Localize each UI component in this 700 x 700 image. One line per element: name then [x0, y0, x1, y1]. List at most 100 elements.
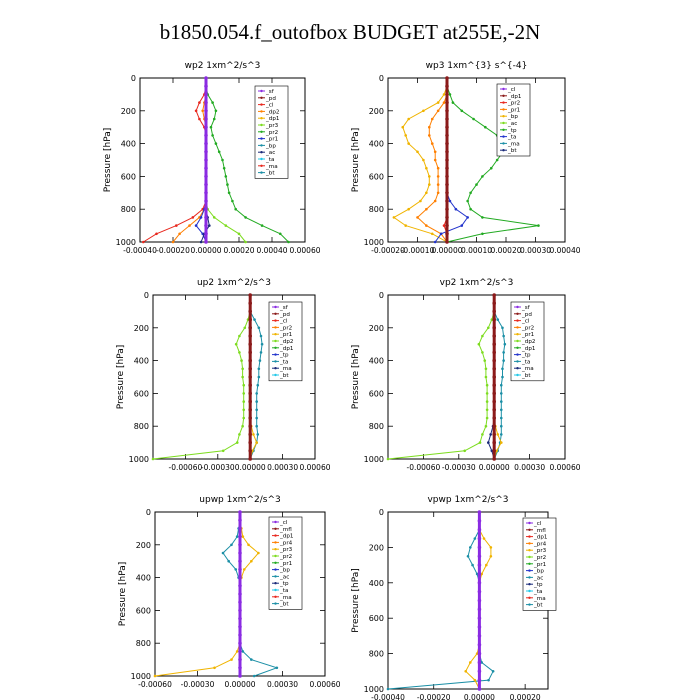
series-point [234, 568, 238, 571]
series-point [199, 216, 203, 219]
legend-marker [502, 108, 505, 111]
series-point [237, 232, 241, 236]
series-point [238, 543, 242, 547]
series-point [221, 449, 225, 453]
series-point [260, 342, 264, 346]
x-tick-label: -0.00020 [417, 693, 451, 700]
series-point [212, 117, 216, 121]
legend-label: _bt [279, 373, 289, 379]
legend-label: _pr2 [533, 555, 546, 561]
series-point [230, 658, 233, 661]
legend-label: _mfl [533, 528, 546, 534]
x-tick-label: 0.00020 [510, 693, 541, 700]
series-point [248, 424, 252, 429]
x-tick-label: -0.00030 [442, 463, 476, 472]
legend-marker [274, 346, 277, 349]
series-point [499, 441, 503, 444]
series-point [468, 546, 472, 549]
series-point [404, 134, 408, 137]
series-point [242, 400, 246, 403]
series-point [477, 598, 482, 603]
series-point [477, 634, 482, 638]
y-tick-label: 200 [369, 543, 384, 552]
legend-marker [274, 582, 277, 585]
series-point [492, 326, 497, 330]
legend-label: _cl [507, 87, 516, 93]
x-tick-label: -0.00040 [123, 246, 157, 255]
series-point [489, 554, 493, 558]
x-tick-label: 0.00030 [267, 680, 298, 689]
series-point [502, 351, 505, 354]
series-point [484, 563, 488, 567]
legend-label: _bt [507, 148, 517, 154]
legend-label: _pr1 [265, 137, 279, 143]
series-point [226, 183, 229, 186]
series-point [499, 400, 503, 403]
series-point [428, 183, 431, 186]
series-point [194, 109, 198, 113]
series-point [201, 109, 204, 113]
series-point [248, 449, 252, 453]
series-point [433, 150, 437, 154]
series-point [492, 342, 497, 347]
series-point [256, 383, 260, 387]
legend-marker [502, 101, 505, 104]
series-point [436, 175, 440, 178]
series-point [204, 215, 208, 220]
panel-3: up2 1xm^2/s^3 Pressure [hPa] 0 200 400 600 800… [116, 278, 331, 472]
series-point [501, 375, 504, 379]
series-point [477, 572, 482, 576]
series-point [469, 191, 472, 195]
legend-marker [528, 535, 531, 538]
y-tick-label: 600 [136, 606, 151, 615]
series-point [495, 158, 499, 162]
series-point [445, 125, 449, 129]
legend-marker [274, 339, 277, 343]
series-point [248, 375, 252, 379]
panel-title: wp2 1xm^2/s^3 [185, 61, 261, 71]
series-point [489, 433, 492, 436]
series-point [238, 575, 242, 580]
series-point [477, 642, 482, 647]
x-tick-label: -0.00060 [407, 463, 441, 472]
series-point [188, 224, 191, 227]
legend-marker [274, 367, 277, 370]
series-point [248, 416, 252, 420]
legend-label: _ma [533, 596, 546, 602]
series-point [445, 215, 449, 220]
legend-marker [274, 568, 277, 571]
legend-label: _mfl [279, 527, 292, 533]
legend-label: _tp [507, 128, 517, 134]
series-point [204, 125, 208, 129]
series-point [464, 670, 468, 673]
series-point [492, 367, 497, 371]
y-tick-label: 1000 [364, 685, 384, 694]
legend-label: _cl [279, 520, 288, 526]
y-tick-label: 200 [369, 324, 384, 333]
series-point [401, 125, 405, 129]
series-point [489, 166, 493, 170]
series-point [492, 424, 497, 429]
series-point [407, 207, 410, 211]
series-point [492, 432, 497, 437]
legend-marker [528, 576, 531, 579]
legend-label: _ma [521, 366, 534, 372]
series-point [448, 93, 452, 96]
legend-marker [274, 554, 277, 558]
x-tick-label: -0.00020 [371, 246, 405, 255]
panel-title: wp3 1xm^{3} s^{-4} [426, 61, 528, 71]
series-point [472, 117, 475, 121]
legend-marker [260, 130, 263, 133]
legend-label: _ma [507, 141, 520, 147]
series-point [248, 367, 252, 371]
series-point [260, 224, 264, 227]
series-point [386, 687, 390, 691]
series-point [477, 607, 482, 612]
series-point [442, 224, 446, 227]
legend-marker [274, 575, 277, 578]
y-tick-label: 400 [136, 574, 151, 583]
series-point [241, 424, 244, 428]
series-point [482, 537, 486, 540]
y-tick-label: 1000 [131, 672, 151, 681]
series-point [499, 416, 503, 420]
